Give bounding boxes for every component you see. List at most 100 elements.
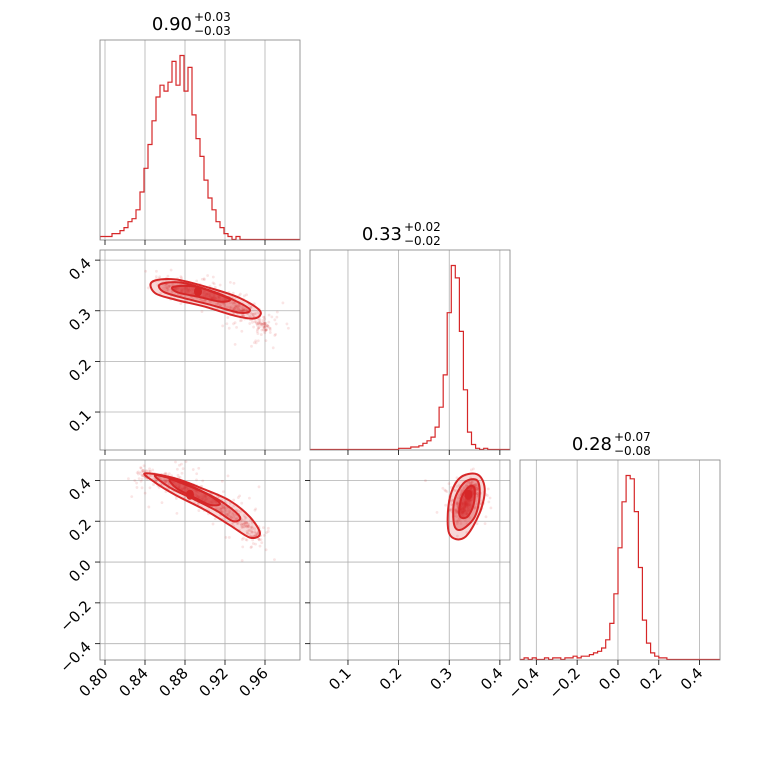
scatter-point <box>235 517 239 520</box>
scatter-point <box>159 291 163 295</box>
scatter-point <box>253 312 257 316</box>
scatter-point <box>225 322 229 326</box>
scatter-point <box>455 485 459 488</box>
scatter-point <box>263 321 267 325</box>
scatter-point <box>259 322 263 326</box>
scatter-point <box>227 326 231 330</box>
scatter-point <box>454 509 458 513</box>
scatter-point <box>456 496 460 500</box>
x-tick-label: 0.80 <box>75 664 111 700</box>
scatter-point <box>137 477 141 481</box>
scatter-point <box>240 538 244 541</box>
scatter-point <box>444 503 448 507</box>
scatter-point <box>167 482 171 486</box>
scatter-point <box>244 525 248 529</box>
y-tick-label: 0.4 <box>65 475 95 505</box>
scatter-point <box>233 321 237 325</box>
scatter-point <box>262 325 266 329</box>
scatter-point <box>155 269 158 273</box>
scatter-point <box>231 511 235 515</box>
scatter-point <box>240 559 244 562</box>
scatter-point <box>238 494 242 498</box>
scatter-point <box>455 501 459 505</box>
scatter-point <box>266 526 270 530</box>
scatter-point <box>262 327 266 331</box>
tick-layer: 0.80 0.84 0.88 0.92 0.96 0.1 0.2 0.3 0.4−0.4 −0.2… <box>56 240 706 703</box>
scatter-point <box>216 302 220 306</box>
scatter-point <box>261 323 264 326</box>
scatter-point <box>226 316 230 319</box>
scatter-point <box>262 322 266 326</box>
scatter-point <box>165 479 169 483</box>
scatter-point <box>286 326 290 330</box>
scatter-point <box>140 470 143 474</box>
scatter-point <box>261 322 265 325</box>
x-tick-label: 0.1 <box>325 664 355 694</box>
scatter-point <box>473 506 477 510</box>
scatter-point <box>257 537 261 541</box>
scatter-point <box>244 538 248 541</box>
scatter-point <box>468 482 472 486</box>
scatter-point <box>175 512 179 515</box>
scatter-point <box>263 331 267 335</box>
scatter-point <box>237 303 241 307</box>
scatter-point <box>243 308 247 312</box>
scatter-point <box>257 322 261 326</box>
scatter-point <box>486 494 489 497</box>
scatter-point <box>148 474 152 478</box>
scatter-point <box>181 467 185 471</box>
scatter-point <box>447 482 451 486</box>
scatter-point <box>254 507 258 511</box>
scatter-point <box>258 320 262 324</box>
scatter-point <box>238 309 242 312</box>
scatter-point <box>469 481 473 485</box>
scatter-point <box>168 284 172 288</box>
scatter-point <box>139 466 143 470</box>
scatter-point <box>225 506 229 510</box>
scatter-point <box>256 324 259 327</box>
scatter-point <box>141 469 144 472</box>
scatter-point <box>231 291 235 295</box>
scatter-point <box>458 519 462 522</box>
scatter-point <box>235 304 239 308</box>
scatter-point <box>225 513 229 516</box>
scatter-point <box>254 312 258 315</box>
scatter-point <box>467 481 471 485</box>
scatter-point <box>424 479 427 483</box>
scatter-point <box>455 503 459 507</box>
scatter-point <box>164 286 168 290</box>
scatter-point <box>243 515 247 519</box>
scatter-point <box>257 326 261 330</box>
scatter-point <box>203 299 206 303</box>
panel-title-value: 0.28 <box>572 434 612 455</box>
scatter-point <box>457 483 461 487</box>
scatter-point <box>261 328 265 331</box>
scatter-point <box>256 311 260 314</box>
contour-peak <box>464 489 473 500</box>
scatter-point <box>465 481 469 485</box>
scatter-point <box>158 476 162 480</box>
scatter-point <box>242 308 245 312</box>
scatter-point <box>256 332 260 336</box>
scatter-point <box>160 501 164 504</box>
scatter-point <box>252 534 256 538</box>
scatter-point <box>475 522 479 526</box>
scatter-point <box>462 486 466 489</box>
scatter-point <box>484 515 488 519</box>
scatter-point <box>488 496 492 500</box>
scatter-point <box>152 477 156 481</box>
scatter-point <box>232 306 236 310</box>
scatter-point <box>211 522 215 526</box>
scatter-point <box>216 495 220 499</box>
scatter-point <box>247 525 250 528</box>
scatter-point <box>148 486 152 490</box>
scatter-point <box>246 524 250 528</box>
panel-title-plus: +0.02 <box>404 220 441 234</box>
scatter-point <box>472 467 475 471</box>
scatter-point <box>243 521 247 525</box>
scatter-point <box>260 328 264 332</box>
scatter-point <box>475 486 479 490</box>
scatter-point <box>281 301 285 305</box>
scatter-point <box>246 524 250 528</box>
